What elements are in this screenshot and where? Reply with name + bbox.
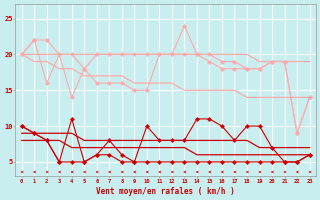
X-axis label: Vent moyen/en rafales ( km/h ): Vent moyen/en rafales ( km/h ) — [96, 187, 235, 196]
